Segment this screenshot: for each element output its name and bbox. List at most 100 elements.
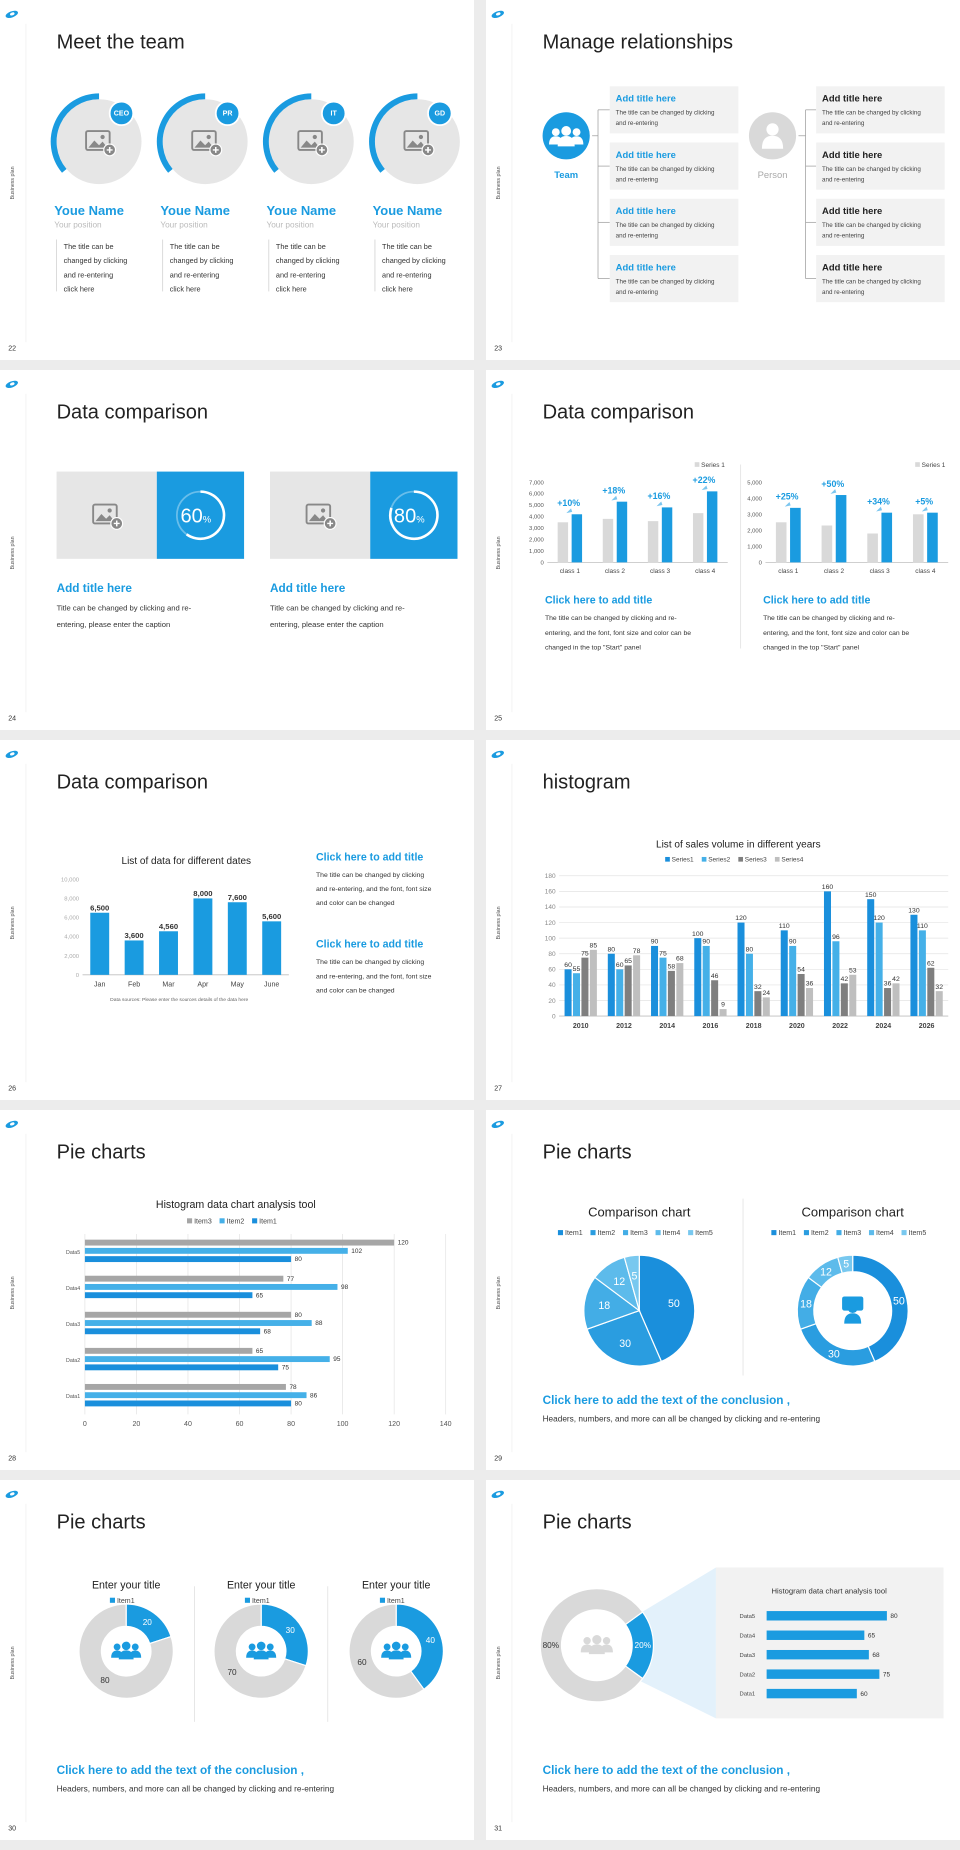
value-label: 80 — [295, 1312, 303, 1319]
value-label: 120 — [873, 915, 885, 922]
item-text: and re-entering — [822, 176, 865, 183]
slide-number: 28 — [8, 1455, 16, 1462]
slide-title: Pie charts — [57, 1142, 146, 1164]
y-tick-label: 0 — [540, 560, 544, 566]
legend-swatch — [771, 1230, 777, 1236]
bar — [766, 1688, 857, 1699]
value-label: 32 — [754, 984, 762, 991]
bar — [766, 1649, 869, 1660]
bar — [910, 914, 918, 1017]
value-label: 68 — [264, 1328, 272, 1335]
person-icon — [561, 126, 572, 136]
x-tick-label: 2016 — [703, 1023, 719, 1030]
x-tick-label: Jan — [94, 982, 105, 989]
donut-segment — [78, 1603, 174, 1699]
value-label: 90 — [789, 939, 797, 946]
bar — [84, 1320, 312, 1326]
card-text: entering, please enter the caption — [57, 620, 171, 629]
card-text: entering, please enter the caption — [270, 620, 384, 629]
member-text: The title can be — [382, 242, 432, 251]
x-tick-label: 2026 — [919, 1023, 935, 1030]
slide-canvas: Business plan 27 histogram List of sales vo… — [491, 750, 949, 1092]
legend-swatch — [244, 1597, 250, 1603]
slide: Business plan 27 histogram List of sales vo… — [486, 740, 960, 1100]
item-title: Add title here — [616, 205, 676, 216]
logo — [9, 752, 15, 756]
item-title: Add title here — [822, 205, 882, 216]
bar — [84, 1364, 279, 1371]
bar — [227, 902, 247, 975]
side-label: Business plan — [10, 536, 16, 569]
value-label: 85 — [590, 942, 598, 949]
bar — [912, 514, 924, 563]
bar — [581, 957, 589, 1017]
value-label: 88 — [315, 1320, 323, 1327]
bar — [589, 949, 597, 1017]
value-label: 95 — [333, 1356, 341, 1363]
badge — [214, 100, 241, 127]
y-tick-label: 4,000 — [64, 935, 79, 941]
item-text: The title can be changed by clicking — [822, 278, 921, 285]
donut-segment — [837, 1254, 854, 1274]
y-tick-label: 160 — [545, 889, 556, 896]
value-label: 110 — [917, 923, 928, 930]
bar — [766, 1630, 865, 1640]
member-text: and re-entering — [64, 270, 113, 279]
image-icon — [194, 140, 214, 148]
bar — [84, 1347, 253, 1354]
legend-label: Item3 — [630, 1230, 648, 1237]
member-text: click here — [276, 284, 307, 293]
value-label: 5 — [843, 1259, 849, 1271]
legend-swatch — [915, 462, 920, 467]
bar — [84, 1400, 292, 1407]
bar — [90, 912, 110, 975]
y-tick-label: 2,000 — [64, 954, 79, 960]
value-label: 36 — [884, 981, 892, 988]
annotation: +16% — [647, 491, 670, 501]
legend-label: Item4 — [876, 1230, 894, 1237]
value-label: 80 — [295, 1256, 303, 1263]
bar — [616, 969, 624, 1017]
bar — [797, 974, 805, 1017]
member-text: click here — [64, 284, 95, 293]
y-tick-label: 4,000 — [529, 515, 544, 521]
y-tick-label: 4,000 — [747, 496, 762, 502]
annotation-arrow — [611, 495, 618, 501]
item-text: and re-entering — [616, 120, 659, 127]
bar — [849, 974, 857, 1017]
value-label: 7,600 — [228, 893, 247, 902]
member-text: The title can be — [276, 242, 326, 251]
slide-title: Pie charts — [543, 1512, 632, 1534]
bar — [790, 507, 801, 563]
value-label: 50 — [668, 1298, 680, 1310]
bar — [84, 1283, 338, 1290]
image-icon — [312, 134, 317, 140]
value-label: 75 — [883, 1672, 891, 1679]
value-label: 55 — [573, 966, 581, 973]
person-icon — [557, 136, 575, 147]
slide: Business plan 26 Data comparison List of da… — [0, 740, 474, 1100]
legend-label: Series 1 — [701, 462, 725, 469]
person-icon — [256, 1641, 266, 1651]
value-label: 160 — [822, 884, 834, 891]
block-text: The title can be changed by clicking and… — [763, 615, 895, 622]
slide-canvas: Business plan 22 Meet the team CEO Youe Name… — [5, 10, 460, 352]
bar — [766, 1611, 887, 1621]
y-tick-label: Data2 — [66, 1358, 80, 1364]
bar — [124, 940, 144, 975]
value-label: 6,500 — [90, 903, 109, 912]
legend-swatch — [774, 856, 780, 862]
annotation: +10% — [557, 498, 580, 508]
value-label: 24 — [762, 990, 770, 997]
value-label: 86 — [310, 1392, 318, 1399]
value-label: 68 — [676, 956, 684, 963]
value-label: 46 — [711, 973, 719, 980]
item-box — [816, 254, 945, 303]
legend-swatch — [557, 1230, 564, 1236]
legend-label: Item3 — [194, 1218, 212, 1225]
value-label: 36 — [806, 981, 814, 988]
badge — [108, 100, 135, 127]
image-icon — [92, 503, 118, 525]
side-label: Business plan — [10, 906, 16, 939]
legend-label: Item2 — [598, 1230, 616, 1237]
